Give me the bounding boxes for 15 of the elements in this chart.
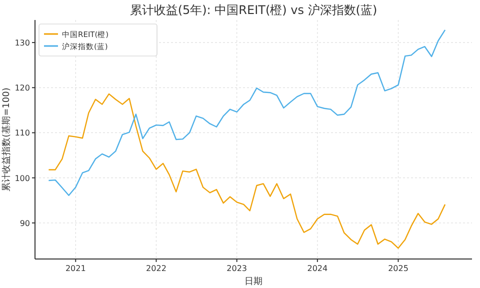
- x-axis-title: 日期: [244, 276, 262, 287]
- y-tick-label: 100: [14, 174, 30, 183]
- x-tick-label: 2024: [307, 264, 328, 273]
- line-series: [48, 93, 446, 249]
- y-tick-label: 130: [14, 38, 30, 48]
- y-tick-label: 110: [14, 128, 30, 138]
- x-tick-label: 2022: [146, 264, 166, 273]
- x-tick-label: 2025: [388, 264, 408, 273]
- x-tick-label: 2021: [65, 264, 86, 273]
- y-tick-label: 120: [14, 84, 30, 93]
- line-series: [48, 29, 446, 196]
- x-tick-label: 2023: [226, 264, 248, 273]
- chart-title: 累计收益(5年): 中国REIT(橙) vs 沪深指数(蓝): [130, 3, 378, 17]
- y-axis-title: 累计收益指数(基期=100): [1, 88, 12, 192]
- y-tick-label: 90: [20, 218, 30, 228]
